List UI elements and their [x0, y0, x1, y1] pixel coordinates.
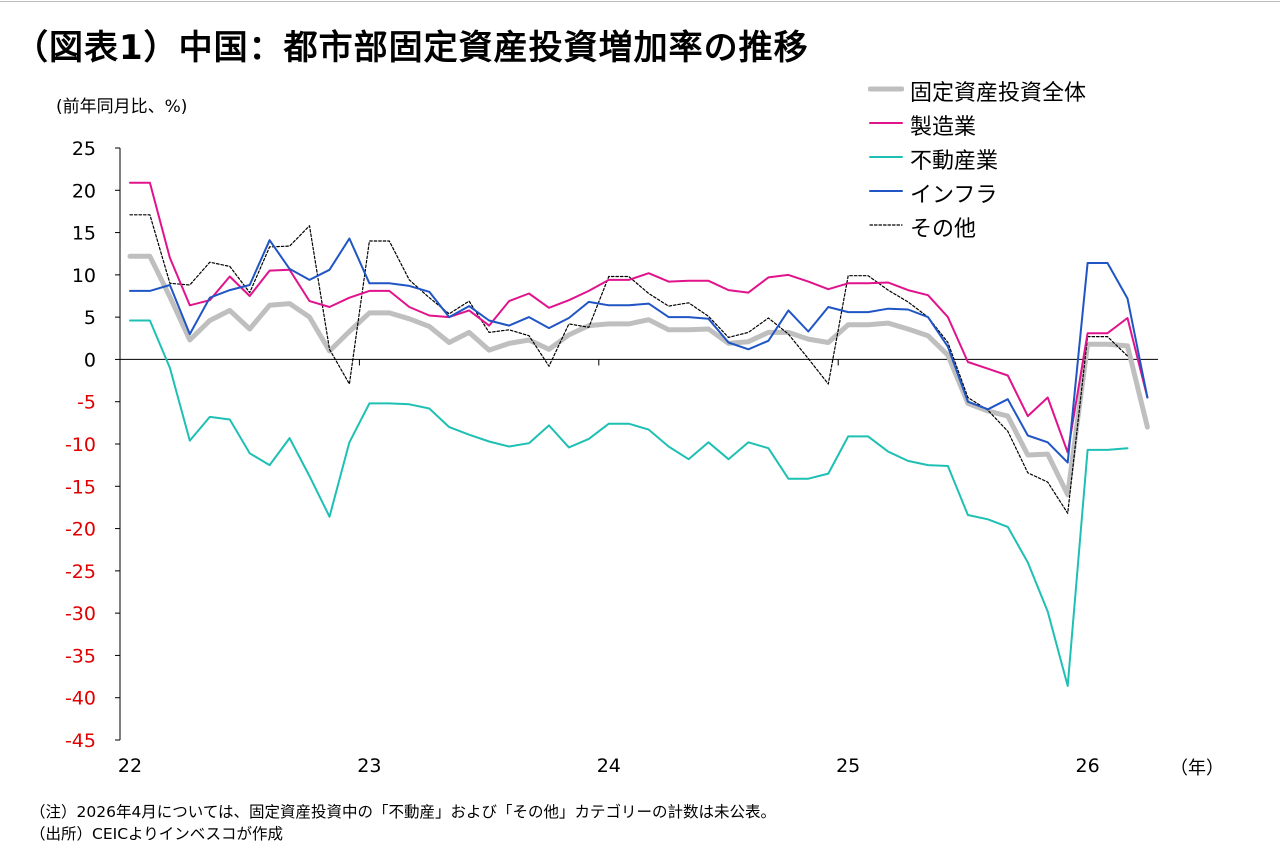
- y-tick-label: -20: [65, 519, 96, 541]
- y-axis-unit-label: (前年同月比、%): [56, 97, 188, 117]
- y-tick-label: 25: [72, 138, 96, 160]
- legend-swatch-infrastructure: [869, 190, 903, 192]
- x-tick-label: 25: [836, 755, 860, 777]
- series-line-total: [127, 253, 1150, 498]
- legend-label-other: その他: [910, 217, 977, 242]
- top-border-line: [0, 1, 1280, 2]
- legend-label-real-estate: 不動産業: [910, 149, 999, 174]
- legend-swatch-manufacturing: [869, 122, 903, 124]
- y-tick-label: -45: [65, 730, 96, 752]
- y-tick-label: 5: [84, 307, 96, 329]
- legend-item-manufacturing: 製造業: [868, 106, 1168, 140]
- legend-swatch-other: [869, 224, 903, 226]
- chart-title: （図表1）中国：都市部固定資産投資増加率の推移: [14, 28, 809, 68]
- series-line-infrastructure: [129, 237, 1149, 464]
- legend-item-real-estate: 不動産業: [868, 140, 1168, 174]
- y-tick-label: -25: [65, 561, 96, 583]
- x-tick-label: 23: [357, 755, 381, 777]
- legend-item-total: 固定資産投資全体: [868, 72, 1168, 106]
- legend-swatch-real-estate: [869, 156, 903, 158]
- legend-item-infrastructure: インフラ: [868, 174, 1168, 208]
- y-tick-label: -40: [65, 688, 96, 710]
- legend-label-total: 固定資産投資全体: [910, 81, 1087, 106]
- series-line-real-estate: [129, 319, 1129, 687]
- footnote-source: （出所）CEICよりインベスコが作成: [30, 825, 284, 843]
- y-tick-label: -5: [77, 392, 96, 414]
- legend-item-other: その他: [868, 208, 1168, 242]
- legend-label-manufacturing: 製造業: [910, 115, 977, 140]
- y-tick-label: -10: [65, 434, 96, 456]
- y-tick-label: 15: [72, 223, 96, 245]
- series-line-manufacturing: [129, 181, 1149, 454]
- series-line-other: [129, 214, 1129, 514]
- y-tick-label: 10: [72, 265, 96, 287]
- x-tick-label: 24: [597, 755, 621, 777]
- legend-label-infrastructure: インフラ: [910, 183, 998, 208]
- y-tick-label: -30: [65, 603, 96, 625]
- y-tick-label: 20: [72, 180, 96, 202]
- footnote-note: （注）2026年4月については、固定資産投資中の「不動産」および「その他」カテゴ…: [30, 803, 777, 821]
- y-tick-label: 0: [84, 349, 96, 371]
- x-tick-label: 26: [1076, 755, 1100, 777]
- legend-swatch-total: [868, 86, 904, 92]
- y-tick-label: -35: [65, 645, 96, 667]
- y-tick-label: -15: [65, 476, 96, 498]
- x-axis-unit-label: （年）: [1170, 758, 1224, 779]
- x-tick-label: 22: [118, 755, 142, 777]
